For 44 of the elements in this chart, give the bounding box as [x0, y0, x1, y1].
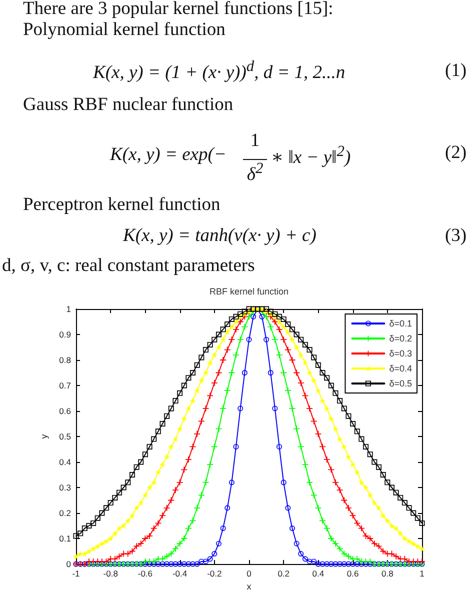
text: K(x, y) = exp(−: [110, 144, 226, 166]
text: Polynomial kernel function: [23, 19, 226, 41]
x-tick-label: -0.8: [103, 568, 118, 578]
y-tick-label: 0.4: [59, 457, 72, 467]
text: K(x, y) = tanh(v(x· y) + c): [123, 225, 316, 247]
text: (2): [445, 142, 467, 164]
legend-label: δ=0.4: [389, 364, 412, 374]
x-axis-title: x: [246, 582, 252, 592]
y-tick-label: 0.9: [59, 330, 72, 340]
y-tick-label: 0.3: [59, 482, 72, 492]
text: Gauss RBF nuclear function: [23, 94, 234, 116]
x-tick-label: 0.8: [381, 568, 394, 578]
text: δ$^{2}$: [246, 158, 264, 186]
y-tick-label: 1: [66, 304, 72, 314]
legend-label: δ=0.5: [389, 378, 412, 388]
text: 1: [250, 130, 260, 152]
x-tick-label: -0.2: [207, 568, 222, 578]
x-tick-label: 1: [420, 568, 425, 578]
y-tick-label: 0.1: [59, 534, 72, 544]
x-tick-label: 0: [246, 568, 252, 578]
y-tick-label: 0: [66, 559, 72, 569]
y-tick-label: 0.5: [59, 432, 72, 442]
text: d, σ, v, c: real constant parameters: [2, 255, 255, 277]
y-tick-label: 0.7: [59, 380, 72, 390]
y-tick-label: 0.2: [59, 508, 72, 518]
text: ∗ ‖x − y‖$^{2}$): [271, 142, 351, 170]
x-tick-label: 0.4: [312, 568, 324, 578]
text: There are 3 popular kernel functions [15]:: [23, 0, 334, 20]
x-tick-label: 0.2: [278, 568, 290, 578]
text: Perceptron kernel function: [23, 194, 220, 216]
x-tick-label: -0.6: [138, 568, 153, 578]
legend-label: δ=0.3: [389, 348, 412, 358]
text: (3): [445, 225, 467, 247]
legend-label: δ=0.1: [389, 318, 412, 328]
text: (1): [445, 60, 467, 82]
x-tick-label: -0.4: [172, 568, 188, 578]
text: K(x, y) = (1 + (x· y))$^{d}$, d = 1, 2...n: [93, 56, 346, 84]
y-tick-label: 0.6: [59, 406, 72, 416]
x-tick-label: 0.6: [346, 568, 359, 578]
legend-label: δ=0.2: [389, 334, 412, 344]
chart-title: RBF kernel function: [209, 286, 289, 296]
y-tick-label: 0.8: [59, 355, 72, 365]
y-axis-title: y: [38, 434, 49, 439]
x-tick-label: -1: [72, 568, 80, 578]
